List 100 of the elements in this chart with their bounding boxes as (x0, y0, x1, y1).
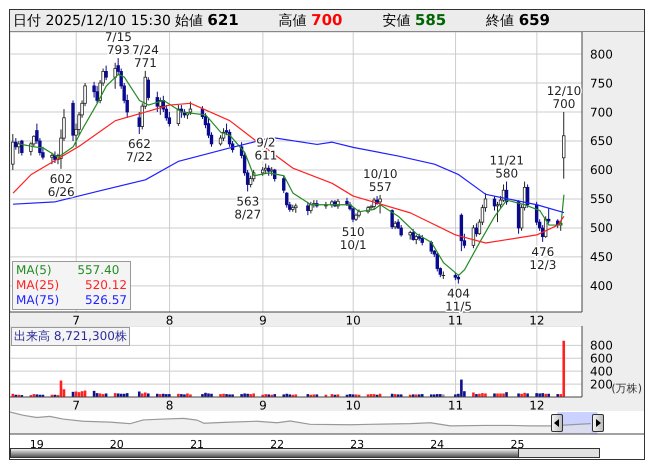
bar (72, 392, 74, 397)
y-tick-label: 550 (590, 192, 613, 206)
candlestick (412, 228, 415, 242)
bar (207, 393, 210, 397)
annotation: 510 10/1 (340, 225, 367, 252)
annotation: 404 11/5 (445, 286, 472, 314)
candlestick (474, 222, 478, 238)
candlestick (104, 65, 108, 81)
text: 高値 700 (278, 11, 342, 30)
y-tick-label: 500 (590, 221, 613, 236)
text: MA(75) 526.57 (16, 293, 127, 307)
text: 終値 659 (486, 11, 550, 30)
x-tick-label: 7 (72, 398, 80, 413)
candlestick (414, 234, 418, 245)
candlestick (138, 112, 141, 135)
x-tick-label: 20 (110, 438, 124, 451)
x-tick-label: 21 (190, 438, 204, 451)
candlestick (11, 134, 15, 170)
candlestick (378, 194, 382, 214)
bar (201, 394, 204, 397)
bar (496, 393, 499, 397)
y-tick-label: 800 (590, 47, 613, 62)
x-tick-label: 25 (510, 438, 524, 451)
candlestick (188, 101, 192, 116)
y-tick-label: 650 (590, 134, 613, 148)
y-tick-label: 400 (590, 279, 613, 294)
bar (74, 392, 78, 397)
text: MA(25) 520.12 (16, 278, 127, 292)
x-tick-label: 8 (166, 314, 174, 328)
candlestick (472, 224, 476, 249)
y-tick-label: 600 (590, 163, 613, 178)
bar (502, 393, 505, 397)
bar (78, 392, 80, 397)
x-tick-label: 9 (259, 314, 267, 328)
y-tick-label: 700 (590, 105, 613, 120)
x-tick-label: 23 (350, 438, 364, 451)
x-tick-label: 24 (430, 438, 444, 451)
candlestick (294, 203, 298, 214)
bar (460, 380, 463, 397)
candlestick (390, 208, 394, 230)
candlestick (176, 104, 180, 126)
annotation: 602 6/26 (48, 172, 75, 199)
candlestick (267, 164, 270, 176)
y-tick-label: 450 (590, 250, 613, 264)
chart-title: 出来高 8,721,300株 (11, 327, 130, 346)
annotation: 12/10 700 (546, 84, 582, 111)
annotation: 563 8/27 (234, 194, 262, 222)
candlestick (420, 234, 424, 246)
bar (204, 392, 207, 397)
candlestick (285, 192, 288, 208)
bar (80, 391, 84, 397)
candlestick (20, 139, 24, 156)
bar (60, 380, 62, 397)
x-tick-label: 11 (448, 398, 464, 413)
y-tick-label: 800 (590, 338, 613, 353)
bar (484, 393, 487, 397)
annotation: 11/21 580 (489, 154, 524, 181)
x-tick-label: 11 (448, 314, 464, 328)
candlestick (264, 163, 268, 174)
x-tick-label: 10 (346, 314, 361, 328)
candlestick (14, 138, 18, 150)
x-tick-label: 9 (259, 398, 267, 413)
bar (348, 394, 352, 397)
annotation: 476 12/3 (529, 244, 556, 272)
candlestick (282, 175, 286, 194)
x-tick-label: 12 (529, 398, 544, 413)
x-tick-label: 12 (529, 314, 544, 328)
candlestick (309, 201, 313, 214)
text: 始値 621 (174, 11, 239, 30)
x-tick-label: 19 (30, 438, 44, 451)
annotation: 7/24 771 (132, 42, 159, 70)
y-tick-label: 600 (590, 352, 613, 366)
text: 安値 585 (382, 11, 446, 30)
x-tick-label: 8 (166, 398, 174, 413)
chart-title: 日付 2025/12/10 15:30 (13, 12, 171, 30)
bar (493, 393, 496, 397)
y-axis-title: (万株) (611, 382, 642, 396)
text: MA(5) 557.40 (16, 263, 120, 277)
y-tick-label: 200 (590, 377, 613, 392)
candlestick (546, 207, 550, 224)
candlestick (492, 196, 496, 212)
bar (219, 394, 222, 397)
candlestick (273, 168, 276, 182)
annotation: 10/10 557 (363, 166, 398, 194)
y-tick-label: 400 (590, 364, 613, 378)
candlestick (526, 184, 530, 208)
candlestick (562, 112, 566, 180)
bar (84, 390, 86, 397)
candlestick (50, 152, 54, 165)
x-tick-label: 7 (72, 314, 80, 328)
candlestick (306, 201, 310, 216)
x-tick-label: 22 (270, 438, 284, 451)
y-tick-label: 750 (590, 76, 613, 90)
x-tick-label: 10 (346, 398, 361, 413)
annotation: 662 7/22 (126, 137, 153, 164)
bar (562, 340, 566, 397)
bar (499, 393, 502, 397)
candlestick (146, 76, 150, 101)
bar (505, 392, 508, 397)
annotation: 7/15 793 (104, 30, 132, 58)
